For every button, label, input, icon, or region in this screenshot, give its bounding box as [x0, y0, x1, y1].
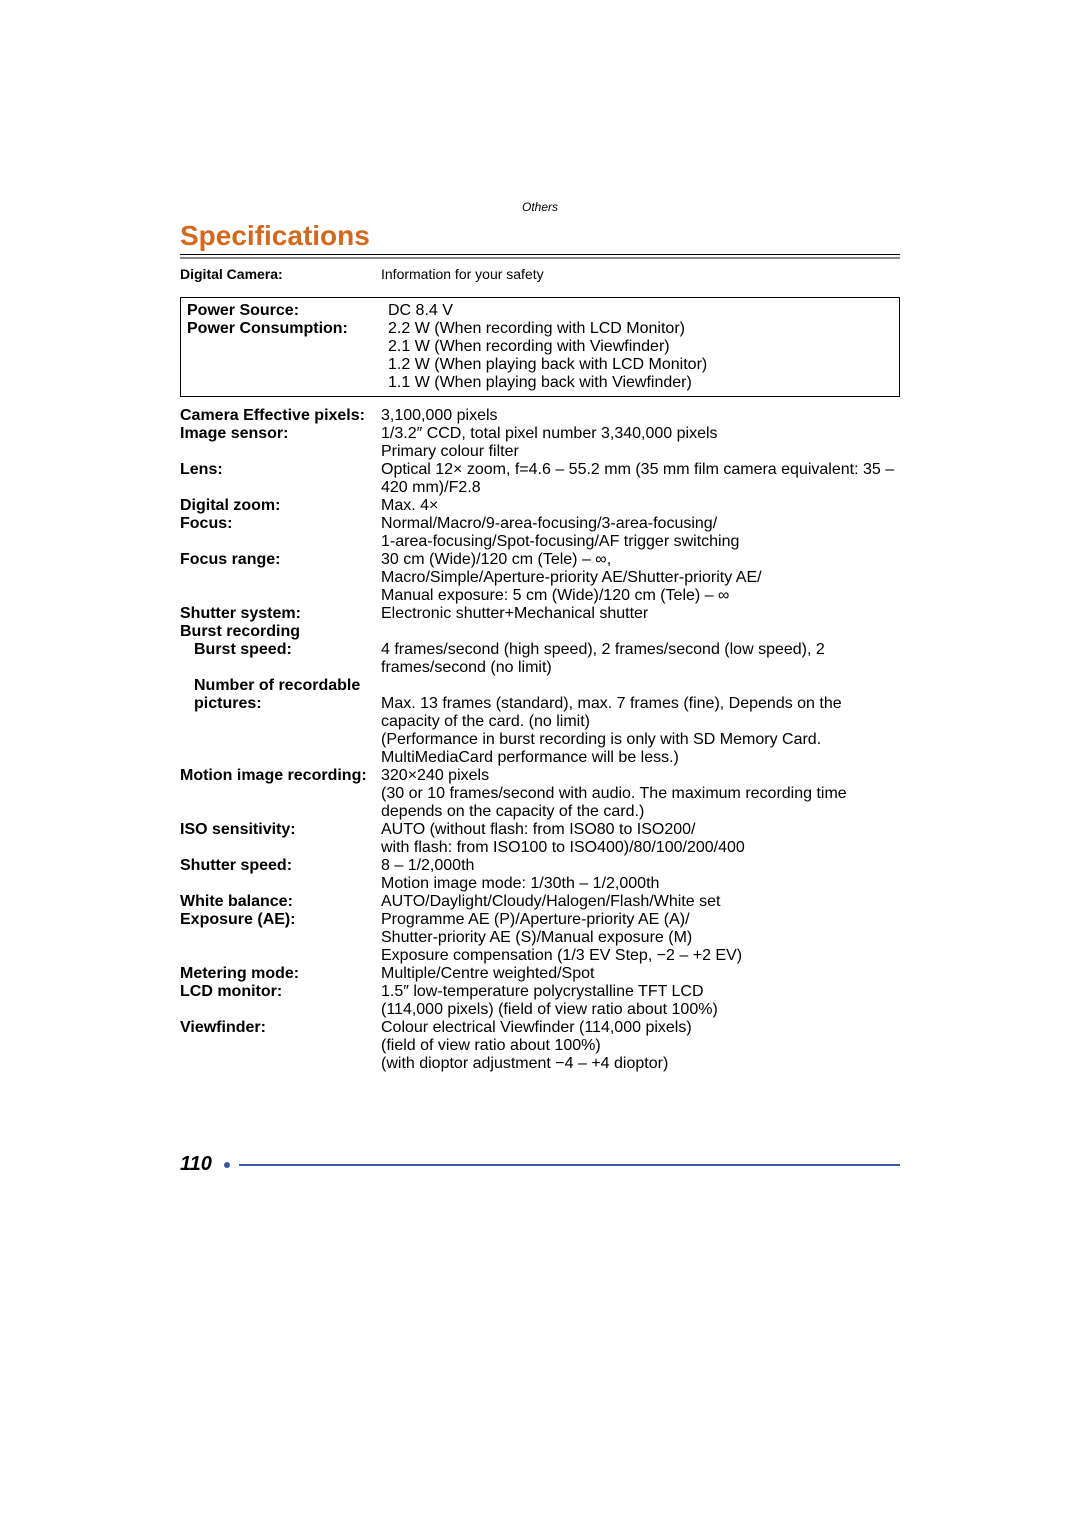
- page: Others Specifications Digital Camera: In…: [0, 0, 1080, 1176]
- spec-label: Camera Effective pixels:: [180, 407, 381, 425]
- page-number: 110: [180, 1153, 212, 1176]
- spec-value: DC 8.4 V: [388, 302, 893, 320]
- spec-label: pictures:: [180, 695, 381, 767]
- spec-row: Lens:Optical 12× zoom, f=4.6 – 55.2 mm (…: [180, 461, 900, 497]
- spec-value: Max. 13 frames (standard), max. 7 frames…: [381, 695, 900, 767]
- spec-row: Image sensor:1/3.2″ CCD, total pixel num…: [180, 425, 900, 461]
- spec-value: Programme AE (P)/Aperture-priority AE (A…: [381, 911, 900, 965]
- spec-value: 320×240 pixels (30 or 10 frames/second w…: [381, 767, 900, 821]
- spec-table: Camera Effective pixels:3,100,000 pixels…: [180, 407, 900, 1073]
- spec-row: Viewfinder:Colour electrical Viewfinder …: [180, 1019, 900, 1073]
- page-number-dot: [224, 1162, 230, 1168]
- spec-row: pictures:Max. 13 frames (standard), max.…: [180, 695, 900, 767]
- spec-label: LCD monitor:: [180, 983, 381, 1019]
- spec-row: Power Source:DC 8.4 V: [187, 302, 893, 320]
- spec-value: Optical 12× zoom, f=4.6 – 55.2 mm (35 mm…: [381, 461, 900, 497]
- spec-value: Max. 4×: [381, 497, 900, 515]
- digital-camera-row: Digital Camera: Information for your saf…: [180, 259, 900, 290]
- spec-row: LCD monitor:1.5″ low-temperature polycry…: [180, 983, 900, 1019]
- spec-row: Digital zoom:Max. 4×: [180, 497, 900, 515]
- page-number-row: 110: [180, 1153, 900, 1176]
- spec-row: Motion image recording:320×240 pixels (3…: [180, 767, 900, 821]
- spec-label: Shutter speed:: [180, 857, 381, 893]
- spec-label: Power Consumption:: [187, 320, 388, 392]
- spec-value: 1.5″ low-temperature polycrystalline TFT…: [381, 983, 900, 1019]
- spec-row: White balance:AUTO/Daylight/Cloudy/Halog…: [180, 893, 900, 911]
- spec-row: Burst recording: [180, 623, 900, 641]
- spec-row: Shutter speed:8 – 1/2,000th Motion image…: [180, 857, 900, 893]
- spec-label: Number of recordable: [180, 677, 381, 695]
- spec-value: Normal/Macro/9-area-focusing/3-area-focu…: [381, 515, 900, 551]
- spec-label: Burst speed:: [180, 641, 381, 677]
- spec-value: 4 frames/second (high speed), 2 frames/s…: [381, 641, 900, 677]
- spec-value: Information for your safety: [381, 265, 900, 284]
- spec-value: 8 – 1/2,000th Motion image mode: 1/30th …: [381, 857, 900, 893]
- spec-label: Burst recording: [180, 623, 381, 641]
- spec-row: Camera Effective pixels:3,100,000 pixels: [180, 407, 900, 425]
- spec-label: White balance:: [180, 893, 381, 911]
- page-number-rule: [239, 1164, 900, 1166]
- spec-value: Colour electrical Viewfinder (114,000 pi…: [381, 1019, 900, 1073]
- spec-label: Digital Camera:: [180, 265, 381, 284]
- spec-label: Viewfinder:: [180, 1019, 381, 1073]
- spec-row: Power Consumption:2.2 W (When recording …: [187, 320, 893, 392]
- title-row: Specifications: [180, 220, 900, 255]
- page-title: Specifications: [180, 220, 370, 251]
- spec-row: Focus:Normal/Macro/9-area-focusing/3-are…: [180, 515, 900, 551]
- spec-value: 3,100,000 pixels: [381, 407, 900, 425]
- spec-value: 2.2 W (When recording with LCD Monitor) …: [388, 320, 893, 392]
- spec-value: Multiple/Centre weighted/Spot: [381, 965, 900, 983]
- spec-value: AUTO (without flash: from ISO80 to ISO20…: [381, 821, 900, 857]
- spec-label: Focus range:: [180, 551, 381, 605]
- spec-value: 1/3.2″ CCD, total pixel number 3,340,000…: [381, 425, 900, 461]
- spec-row: Focus range:30 cm (Wide)/120 cm (Tele) –…: [180, 551, 900, 605]
- spec-row: Shutter system:Electronic shutter+Mechan…: [180, 605, 900, 623]
- spec-row: Burst speed:4 frames/second (high speed)…: [180, 641, 900, 677]
- spec-value: [381, 677, 900, 695]
- power-box: Power Source:DC 8.4 VPower Consumption:2…: [180, 297, 900, 397]
- spec-label: Lens:: [180, 461, 381, 497]
- spec-row: ISO sensitivity:AUTO (without flash: fro…: [180, 821, 900, 857]
- spec-label: Digital zoom:: [180, 497, 381, 515]
- spec-row: Number of recordable: [180, 677, 900, 695]
- spec-value: [381, 623, 900, 641]
- spec-label: Power Source:: [187, 302, 388, 320]
- spec-label: Focus:: [180, 515, 381, 551]
- spec-value: Electronic shutter+Mechanical shutter: [381, 605, 900, 623]
- spec-row: Metering mode:Multiple/Centre weighted/S…: [180, 965, 900, 983]
- spec-row: Exposure (AE):Programme AE (P)/Aperture-…: [180, 911, 900, 965]
- spec-label: Metering mode:: [180, 965, 381, 983]
- section-header: Others: [180, 200, 900, 214]
- spec-label: Exposure (AE):: [180, 911, 381, 965]
- spec-label: ISO sensitivity:: [180, 821, 381, 857]
- spec-value: AUTO/Daylight/Cloudy/Halogen/Flash/White…: [381, 893, 900, 911]
- spec-value: 30 cm (Wide)/120 cm (Tele) – ∞, Macro/Si…: [381, 551, 900, 605]
- spec-label: Image sensor:: [180, 425, 381, 461]
- spec-label: Shutter system:: [180, 605, 381, 623]
- spec-label: Motion image recording:: [180, 767, 381, 821]
